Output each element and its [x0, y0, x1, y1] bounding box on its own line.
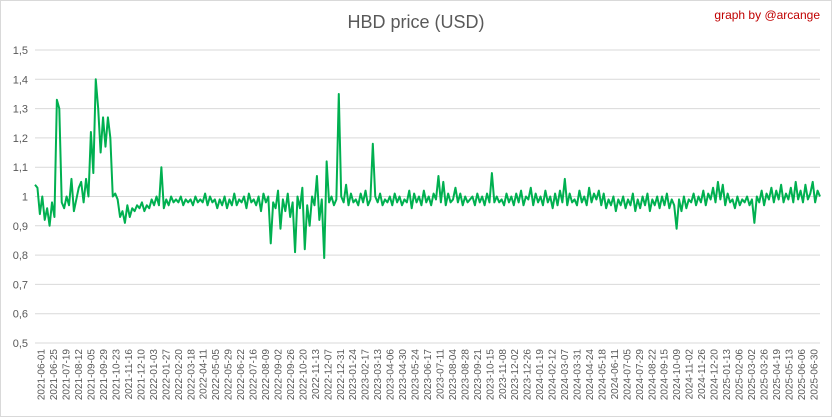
x-tick-label: 2023-04-06 — [386, 349, 397, 401]
x-tick-label: 2024-11-02 — [685, 349, 696, 400]
x-tick-label: 2021-09-29 — [99, 349, 110, 401]
x-tick-label: 2022-09-02 — [273, 349, 284, 401]
x-tick-label: 2025-06-06 — [797, 349, 808, 401]
x-tick-label: 2025-04-19 — [772, 349, 783, 401]
gridlines — [35, 49, 820, 344]
series-line — [34, 78, 821, 260]
y-tick-label: 1,3 — [13, 104, 28, 116]
x-tick-label: 2022-05-05 — [211, 349, 222, 401]
x-tick-label: 2022-12-07 — [323, 349, 334, 401]
x-tick-label: 2024-11-26 — [697, 349, 708, 400]
x-tick-label: 2024-06-11 — [610, 349, 621, 400]
y-tick-label: 0,9 — [13, 221, 28, 233]
x-tick-label: 2023-12-02 — [510, 349, 521, 401]
y-tick-label: 1,5 — [13, 45, 28, 57]
x-tick-label: 2023-11-08 — [498, 349, 509, 400]
x-tick-label: 2023-09-21 — [473, 349, 484, 401]
x-tick-label: 2023-10-15 — [485, 349, 496, 401]
x-tick-label: 2025-01-13 — [722, 349, 733, 401]
credit-label: graph by @arcange — [714, 8, 820, 22]
y-tick-label: 1 — [22, 192, 28, 204]
x-tick-label: 2021-09-05 — [87, 349, 98, 401]
x-tick-label: 2024-04-24 — [585, 349, 596, 401]
x-tick-label: 2024-12-20 — [710, 349, 721, 401]
x-tick-label: 2025-02-06 — [735, 349, 746, 401]
x-tick-label: 2022-04-11 — [199, 349, 210, 400]
x-tick-label: 2023-08-04 — [448, 349, 459, 401]
x-tick-label: 2025-06-30 — [809, 349, 820, 401]
x-tick-label: 2024-10-09 — [672, 349, 683, 401]
x-tick-label: 2024-09-15 — [660, 349, 671, 401]
x-tick-label: 2025-05-13 — [784, 349, 795, 401]
x-tick-label: 2023-01-24 — [348, 349, 359, 401]
x-tick-label: 2023-03-13 — [373, 349, 384, 401]
x-tick-label: 2025-03-26 — [759, 349, 770, 401]
x-tick-label: 2023-08-28 — [460, 349, 471, 401]
x-tick-label: 2022-05-29 — [224, 349, 235, 401]
x-tick-label: 2023-06-17 — [423, 349, 434, 401]
x-tick-label: 2021-06-25 — [49, 349, 60, 401]
x-tick-label: 2023-05-24 — [411, 349, 422, 401]
y-tick-label: 0,8 — [13, 250, 28, 262]
x-tick-label: 2024-08-22 — [647, 349, 658, 401]
x-tick-label: 2024-07-05 — [622, 349, 633, 401]
x-tick-label: 2024-02-12 — [548, 349, 559, 401]
x-tick-label: 2021-07-19 — [62, 349, 73, 401]
x-tick-label: 2021-10-23 — [111, 349, 122, 401]
x-tick-label: 2024-01-19 — [535, 349, 546, 401]
x-tick-label: 2023-12-26 — [523, 349, 534, 401]
y-axis-ticks: 0,5 0,6 0,7 0,8 0,9 1 1,1 1,2 1,3 1,4 1,5 — [13, 45, 28, 350]
x-tick-label: 2022-10-20 — [298, 349, 309, 401]
y-tick-label: 0,5 — [13, 338, 28, 350]
x-tick-label: 2021-11-16 — [124, 349, 135, 400]
x-tick-label: 2025-03-02 — [747, 349, 758, 401]
x-tick-label: 2022-09-26 — [286, 349, 297, 401]
x-tick-label: 2024-07-29 — [635, 349, 646, 401]
x-tick-label: 2021-08-12 — [74, 349, 85, 401]
x-tick-label: 2022-01-27 — [161, 349, 172, 401]
series-group — [34, 78, 821, 260]
x-tick-label: 2022-07-16 — [249, 349, 260, 401]
x-tick-label: 2023-07-11 — [435, 349, 446, 400]
x-tick-label: 2022-11-13 — [311, 349, 322, 400]
x-tick-label: 2024-03-07 — [560, 349, 571, 401]
x-tick-label: 2022-06-22 — [236, 349, 247, 401]
x-tick-label: 2022-01-03 — [149, 349, 160, 401]
x-tick-label: 2024-03-31 — [573, 349, 584, 401]
x-axis-ticks: 2021-06-01 2021-06-25 2021-07-19 2021-08-12… — [37, 349, 821, 401]
x-tick-label: 2023-02-17 — [361, 349, 372, 401]
chart-title: HBD price (USD) — [347, 12, 485, 32]
x-tick-label: 2022-03-18 — [186, 349, 197, 401]
x-tick-label: 2024-05-18 — [597, 349, 608, 401]
x-tick-label: 2022-08-09 — [261, 349, 272, 401]
y-tick-label: 0,7 — [13, 279, 28, 291]
y-tick-label: 1,2 — [13, 133, 28, 145]
x-tick-label: 2022-12-31 — [336, 349, 347, 401]
x-tick-label: 2023-04-30 — [398, 349, 409, 401]
x-tick-label: 2022-02-20 — [174, 349, 185, 401]
x-tick-label: 2021-12-10 — [136, 349, 147, 401]
y-tick-label: 1,1 — [13, 162, 28, 174]
y-tick-label: 0,6 — [13, 309, 28, 321]
y-tick-label: 1,4 — [13, 74, 28, 86]
x-tick-label: 2021-06-01 — [37, 349, 48, 401]
